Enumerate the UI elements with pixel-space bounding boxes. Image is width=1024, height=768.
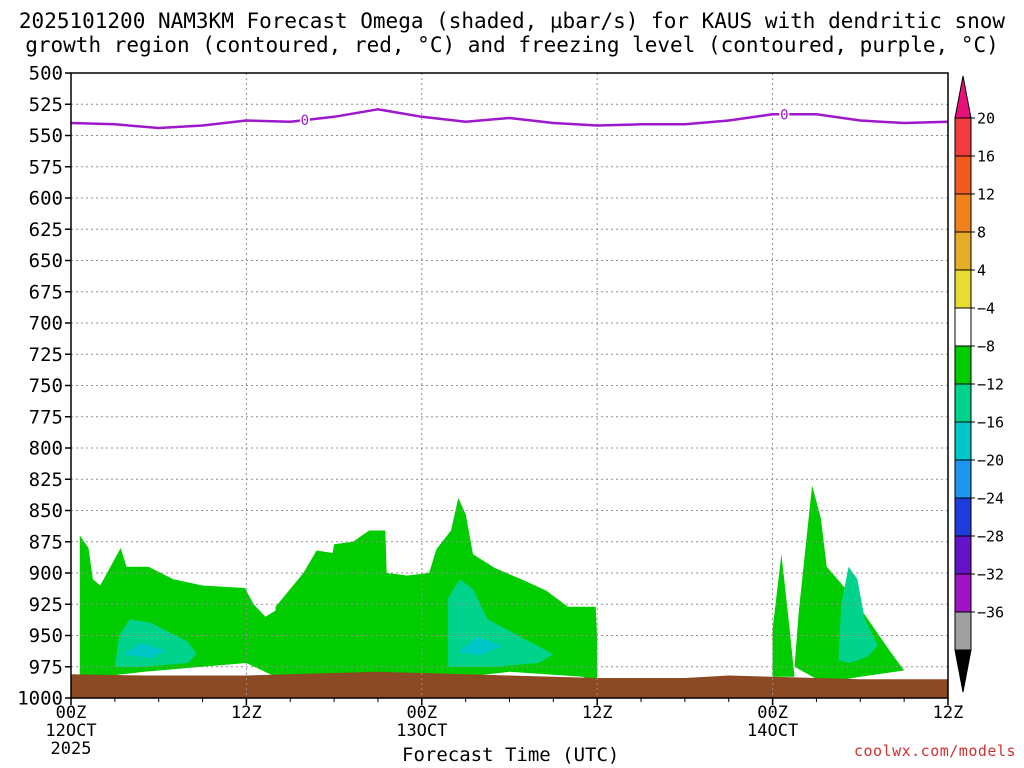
- x-tick-date: 14OCT: [747, 721, 798, 741]
- omega-shaded-region: [458, 636, 503, 656]
- x-tick-label: 00Z: [56, 703, 87, 723]
- chart-title-line-2: growth region (contoured, red, °C) and f…: [25, 33, 999, 57]
- y-tick-label: 825: [29, 469, 63, 491]
- x-tick-date: 12OCT: [45, 721, 96, 741]
- colorbar-arrow-bottom: [954, 649, 972, 693]
- y-tick-label: 550: [29, 125, 63, 147]
- colorbar-segment: [954, 307, 972, 347]
- colorbar-label: 8: [977, 224, 986, 242]
- y-tick-label: 675: [29, 281, 63, 303]
- colorbar-label: −28: [977, 528, 1004, 546]
- y-tick-label: 500: [29, 63, 63, 85]
- y-tick-label: 800: [29, 438, 63, 460]
- colorbar-label: −4: [977, 300, 995, 318]
- colorbar-segment: [954, 117, 972, 157]
- y-tick-label: 600: [29, 188, 63, 210]
- x-tick-date: 13OCT: [396, 721, 447, 741]
- y-tick-label: 750: [29, 375, 63, 397]
- colorbar-label: −12: [977, 376, 1004, 394]
- y-tick-label: 575: [29, 156, 63, 178]
- y-tick-label: 975: [29, 656, 63, 678]
- x-tick-label: 12Z: [933, 703, 964, 723]
- colorbar-label: −20: [977, 452, 1004, 470]
- colorbar-label: −32: [977, 566, 1004, 584]
- colorbar-label: −36: [977, 604, 1004, 622]
- omega-shaded-region: [772, 554, 795, 677]
- y-tick-label: 950: [29, 625, 63, 647]
- colorbar-segment: [954, 193, 972, 233]
- x-tick-label: 00Z: [757, 703, 788, 723]
- colorbar-segment: [954, 155, 972, 195]
- colorbar-label: −8: [977, 338, 995, 356]
- y-tick-label: 725: [29, 344, 63, 366]
- x-tick-label: 12Z: [582, 703, 613, 723]
- colorbar-label: −16: [977, 414, 1004, 432]
- colorbar-segment: [954, 345, 972, 385]
- colorbar-segment: [954, 535, 972, 575]
- colorbar-label: 20: [977, 110, 995, 128]
- y-tick-label: 850: [29, 500, 63, 522]
- y-tick-label: 1000: [17, 688, 63, 710]
- colorbar-arrow-top: [954, 75, 972, 119]
- freezing-level-label-bg: [299, 113, 310, 128]
- colorbar-segment: [954, 421, 972, 461]
- colorbar-segment: [954, 497, 972, 537]
- colorbar-label: 4: [977, 262, 986, 280]
- x-axis-label: Forecast Time (UTC): [402, 744, 620, 766]
- colorbar-label: 16: [977, 148, 995, 166]
- credit-text: coolwx.com/models: [853, 742, 1016, 760]
- omega-shaded-region: [838, 566, 878, 663]
- freezing-level-label: 0: [780, 107, 788, 123]
- x-tick-label: 12Z: [231, 703, 262, 723]
- colorbar-label: 12: [977, 186, 995, 204]
- x-tick-year: 2025: [51, 739, 92, 759]
- freezing-level-line: [70, 108, 949, 130]
- freezing-level-label-bg: [779, 107, 790, 122]
- colorbar-segment: [954, 231, 972, 271]
- y-tick-label: 925: [29, 594, 63, 616]
- chart-title-line-1: 2025101200 NAM3KM Forecast Omega (shaded…: [18, 9, 1006, 33]
- x-tick-label: 00Z: [406, 703, 437, 723]
- colorbar-segment: [954, 383, 972, 423]
- y-tick-label: 875: [29, 531, 63, 553]
- colorbar-label: −24: [977, 490, 1004, 508]
- y-tick-label: 650: [29, 250, 63, 272]
- freezing-level-label: 0: [301, 113, 309, 129]
- y-tick-label: 900: [29, 563, 63, 585]
- omega-shaded-region: [122, 643, 166, 658]
- y-tick-label: 775: [29, 406, 63, 428]
- y-tick-label: 700: [29, 313, 63, 335]
- omega-shaded-region: [794, 485, 905, 683]
- terrain-fill: [71, 671, 948, 698]
- y-tick-label: 525: [29, 94, 63, 116]
- colorbar-segment: [954, 573, 972, 613]
- y-tick-label: 625: [29, 219, 63, 241]
- colorbar-segment: [954, 269, 972, 309]
- colorbar-segment: [954, 611, 972, 651]
- colorbar-segment: [954, 459, 972, 499]
